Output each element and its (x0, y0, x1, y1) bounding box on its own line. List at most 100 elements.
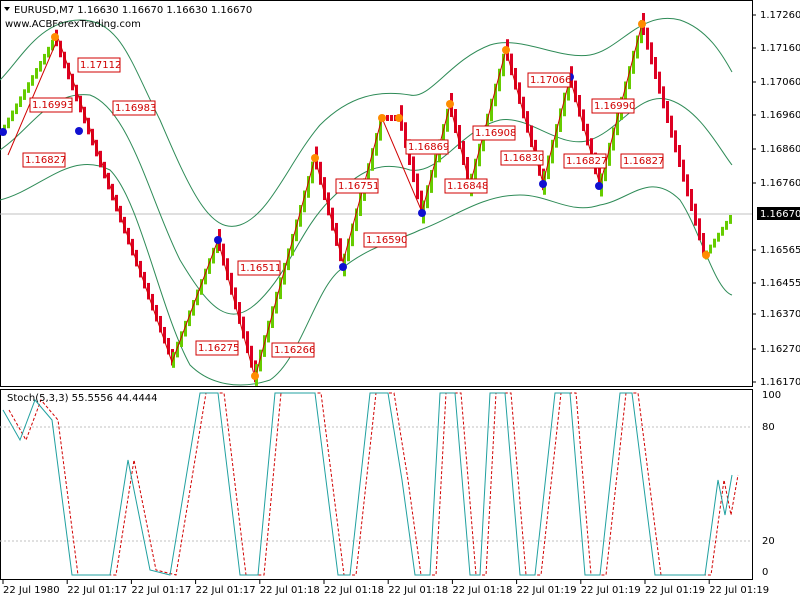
time-axis-label: 22 Jul 1980 (3, 585, 60, 596)
candle (717, 232, 720, 242)
price-axis-label: 1.16170 (760, 377, 800, 388)
bb-lower (0, 164, 733, 386)
price-label-box (335, 178, 379, 194)
candle (234, 287, 237, 310)
pivot-high (51, 33, 59, 41)
price-axis-label: 1.17260 (760, 10, 800, 21)
candle (155, 304, 158, 322)
candle (267, 320, 270, 343)
pivot-high (638, 20, 646, 28)
candle (636, 35, 639, 59)
candle (359, 193, 362, 216)
pivot-low (251, 372, 259, 380)
candle (434, 154, 437, 178)
candle (713, 238, 716, 248)
candle (598, 167, 601, 189)
pivot-dot (539, 180, 547, 188)
candle (375, 133, 378, 156)
candle (307, 176, 310, 198)
candle (63, 51, 66, 69)
candle (486, 113, 489, 137)
candle (143, 271, 146, 289)
price-axis-label: 1.17160 (760, 43, 800, 54)
candle (670, 115, 673, 138)
candle (31, 75, 34, 86)
candle (7, 117, 10, 129)
candle (666, 101, 669, 123)
price-label: 1.16266 (274, 345, 315, 356)
candle (412, 156, 415, 183)
candle (616, 112, 619, 136)
candle (386, 115, 389, 121)
bb-upper (0, 17, 733, 227)
candle (658, 71, 661, 94)
price-label: 1.16827 (25, 155, 66, 166)
candle (279, 277, 282, 300)
price-label-box (472, 125, 516, 141)
candle (446, 108, 449, 132)
price-label-box (195, 340, 239, 356)
candle (192, 300, 195, 316)
price-axis-label: 1.16565 (760, 245, 800, 256)
price-label-box (22, 152, 66, 168)
price-axis-label: 1.16860 (760, 144, 800, 155)
price-label: 1.16275 (198, 343, 239, 354)
pivot-dot (418, 209, 426, 217)
candle (709, 244, 712, 254)
price-label-box (77, 57, 121, 73)
candle (490, 98, 493, 122)
pivot-dot (0, 128, 7, 136)
price-label: 1.16993 (32, 100, 73, 111)
candle (510, 53, 513, 76)
pivot-dot (595, 182, 603, 190)
stoch-axis-label: 100 (762, 390, 781, 401)
price-label: 1.16848 (447, 181, 488, 192)
time-axis-label: 22 Jul 01:19 (581, 585, 641, 596)
candle (502, 53, 505, 77)
stoch-axis-label: 0 (762, 567, 768, 578)
candle (59, 40, 62, 58)
price-label-box (405, 139, 449, 155)
time-axis-label: 22 Jul 01:19 (645, 585, 705, 596)
price-axis-label: 1.16960 (760, 110, 800, 121)
candle (478, 143, 481, 167)
candle (200, 279, 203, 295)
price-label: 1.17066 (530, 75, 571, 86)
candle (226, 258, 229, 281)
price-label-box (444, 178, 488, 194)
candle (582, 109, 585, 131)
candle (567, 77, 570, 101)
pivot-high (446, 100, 454, 108)
current-price-box (757, 207, 800, 220)
price-label: 1.16590 (366, 235, 407, 246)
candle (650, 42, 653, 65)
candle (355, 208, 358, 232)
candle (159, 315, 162, 333)
candle (690, 189, 693, 211)
candle (339, 238, 342, 262)
candle (303, 190, 306, 213)
price-label: 1.16830 (503, 153, 544, 164)
candle (686, 174, 689, 197)
candle (702, 233, 705, 255)
candle (39, 61, 42, 72)
pivot-high (378, 114, 386, 122)
candle (578, 95, 581, 117)
candle (35, 68, 38, 79)
candle (275, 291, 278, 314)
candle (127, 227, 130, 245)
candle (319, 161, 322, 185)
price-label: 1.16869 (408, 142, 449, 153)
candle (430, 169, 433, 193)
price-label-box (271, 342, 315, 358)
candle (135, 249, 138, 267)
candle (662, 86, 665, 109)
stoch-signal (8, 392, 739, 576)
time-axis-label: 22 Jul 01:18 (452, 585, 512, 596)
candle (590, 138, 593, 160)
candle (246, 331, 249, 354)
stoch-axis-label: 20 (762, 536, 775, 547)
symbol-info: EURUSD,M7 1.16630 1.16670 1.16630 1.1667… (14, 5, 252, 16)
candle (51, 39, 54, 51)
